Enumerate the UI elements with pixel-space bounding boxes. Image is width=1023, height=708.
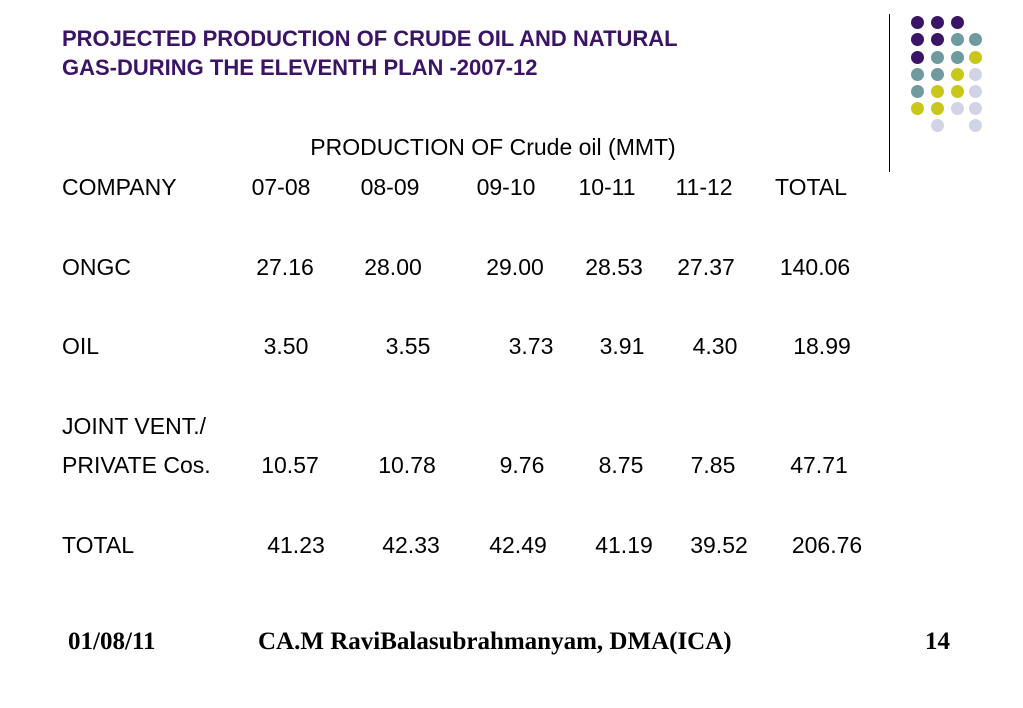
value-total: 18.99	[793, 333, 851, 359]
decorative-dot	[969, 68, 982, 81]
value-07-08: 41.23	[267, 532, 325, 558]
value-07-08: 27.16	[256, 254, 314, 280]
value-total: 140.06	[779, 254, 851, 280]
slide-title-line-1: PROJECTED PRODUCTION OF CRUDE OIL AND NA…	[62, 26, 678, 51]
decorative-dot	[911, 85, 924, 98]
table-row-total: TOTAL 41.23 42.33 42.49 41.19 39.52 206.…	[0, 532, 1023, 562]
decorative-dot	[951, 68, 964, 81]
footer-date: 01/08/11	[68, 628, 156, 655]
row-label: OIL	[62, 333, 100, 359]
header-07-08: 07-08	[251, 174, 311, 200]
value-10-11: 3.91	[599, 333, 645, 359]
table-caption: PRODUCTION OF Crude oil (MMT)	[310, 134, 676, 160]
header-total: TOTAL	[775, 174, 847, 200]
decorative-dot	[931, 85, 944, 98]
slide-title: PROJECTED PRODUCTION OF CRUDE OIL AND NA…	[62, 24, 862, 82]
header-11-12: 11-12	[675, 174, 733, 200]
decorative-dot	[951, 85, 964, 98]
value-11-12: 39.52	[690, 532, 748, 558]
decorative-dot	[931, 119, 944, 132]
row-label: PRIVATE Cos.	[62, 452, 211, 478]
row-label: ONGC	[62, 254, 131, 280]
decorative-dot	[969, 85, 982, 98]
footer-author: CA.M RaviBalasubrahmanyam, DMA(ICA)	[258, 628, 732, 655]
table-row-ongc: ONGC 27.16 28.00 29.00 28.53 27.37 140.0…	[0, 254, 1023, 284]
decorative-dot	[969, 119, 982, 132]
header-08-09: 08-09	[360, 174, 420, 200]
header-09-10: 09-10	[476, 174, 536, 200]
decorative-dot	[931, 33, 944, 46]
decorative-dot	[931, 102, 944, 115]
value-07-08: 3.50	[263, 333, 309, 359]
value-total: 206.76	[791, 532, 863, 558]
table-row-joint-vent: JOINT VENT./	[0, 413, 1023, 443]
value-11-12: 4.30	[692, 333, 738, 359]
value-total: 47.71	[790, 452, 848, 478]
value-10-11: 8.75	[598, 452, 644, 478]
header-10-11: 10-11	[578, 174, 636, 200]
value-08-09: 28.00	[364, 254, 422, 280]
value-10-11: 28.53	[585, 254, 643, 280]
decorative-dot	[911, 102, 924, 115]
decorative-dot	[911, 33, 924, 46]
value-09-10: 3.73	[508, 333, 554, 359]
row-label: TOTAL	[62, 532, 134, 558]
decorative-dot	[951, 51, 964, 64]
value-07-08: 10.57	[261, 452, 319, 478]
decorative-dot	[911, 68, 924, 81]
value-08-09: 42.33	[382, 532, 440, 558]
value-09-10: 42.49	[489, 532, 547, 558]
header-company: COMPANY	[62, 174, 177, 200]
table-row-oil: OIL 3.50 3.55 3.73 3.91 4.30 18.99	[0, 333, 1023, 363]
value-08-09: 10.78	[378, 452, 436, 478]
value-10-11: 41.19	[595, 532, 653, 558]
footer-page-number: 14	[925, 628, 950, 655]
value-09-10: 9.76	[499, 452, 545, 478]
decorative-dot	[969, 102, 982, 115]
decorative-dot	[969, 51, 982, 64]
value-11-12: 27.37	[677, 254, 735, 280]
table-header-row: COMPANY 07-08 08-09 09-10 10-11 11-12 TO…	[0, 174, 1023, 204]
value-09-10: 29.00	[486, 254, 544, 280]
decorative-dot	[951, 16, 964, 29]
decorative-dot	[969, 33, 982, 46]
decorative-dot	[931, 51, 944, 64]
value-08-09: 3.55	[385, 333, 431, 359]
row-label: JOINT VENT./	[62, 413, 206, 439]
table-row-private: PRIVATE Cos. 10.57 10.78 9.76 8.75 7.85 …	[0, 452, 1023, 482]
decorative-dot	[911, 16, 924, 29]
decorative-dot	[931, 16, 944, 29]
divider-line	[889, 14, 890, 172]
decorative-dot	[951, 102, 964, 115]
decorative-dot	[931, 68, 944, 81]
decorative-dot	[911, 51, 924, 64]
decorative-dot	[951, 33, 964, 46]
slide-title-line-2: GAS-DURING THE ELEVENTH PLAN -2007-12	[62, 55, 538, 80]
value-11-12: 7.85	[690, 452, 736, 478]
